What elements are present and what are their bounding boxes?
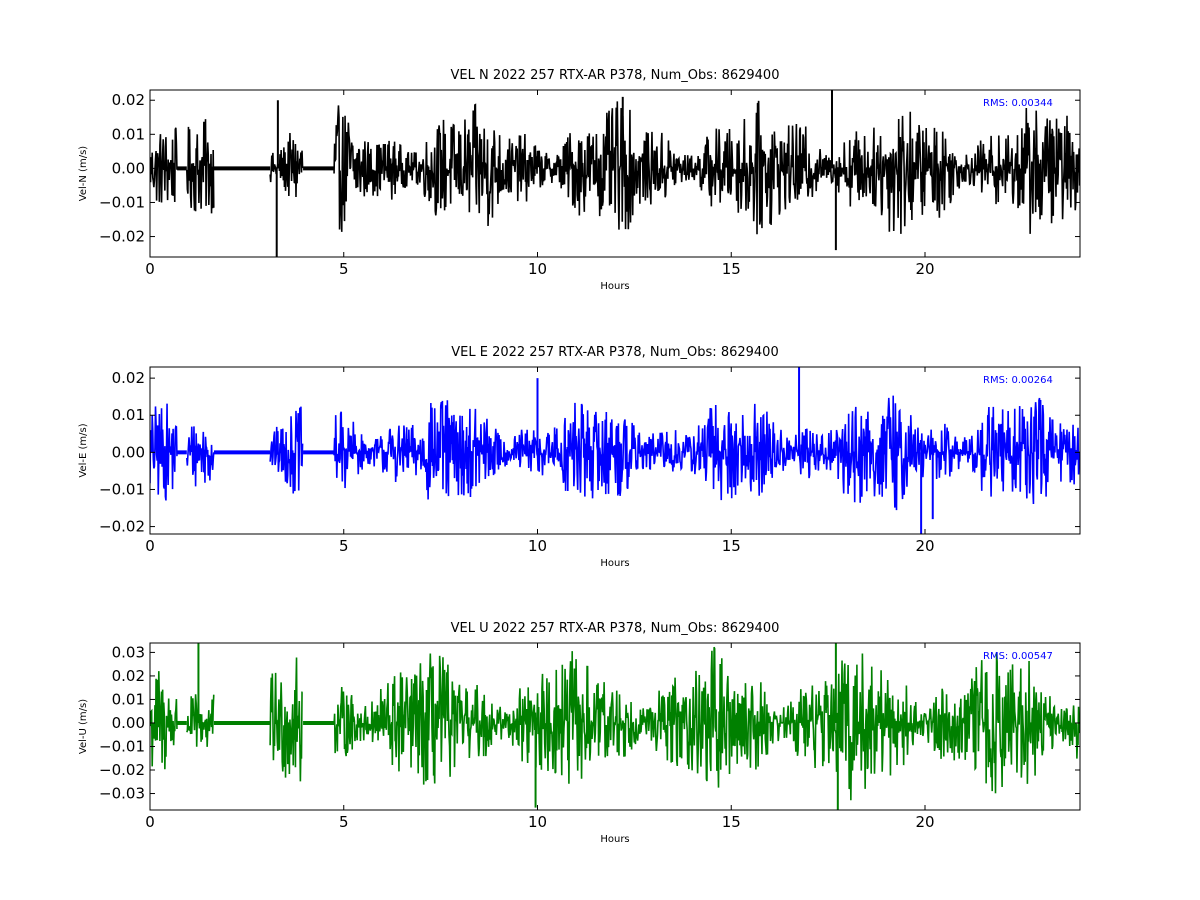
series-group <box>150 90 1080 257</box>
x-axis-label: Hours <box>600 834 629 845</box>
rms-annotation: RMS: 0.00264 <box>983 375 1053 386</box>
y-tick-label: 0.01 <box>112 406 145 424</box>
data-segment-2 <box>269 132 304 197</box>
y-tick-label: 0.00 <box>112 443 145 461</box>
x-tick-label: 20 <box>915 813 934 831</box>
data-segment-0 <box>150 127 178 203</box>
x-tick-label: 15 <box>722 813 741 831</box>
y-axis-label: Vel-U (m/s) <box>78 699 89 754</box>
x-tick-label: 5 <box>339 260 349 278</box>
chart-panel-1: 0 5 10 15 20 −0.02 −0.01 0.00 0.01 0.02 VEL E 2022… <box>78 345 1081 569</box>
y-tick-label: 0.01 <box>112 690 145 708</box>
plot-frame <box>149 366 1081 535</box>
x-axis-label: Hours <box>600 558 629 569</box>
series-group <box>150 643 1080 810</box>
plot-frame <box>149 89 1081 258</box>
y-tick-label: 0.00 <box>112 714 145 732</box>
data-segment-4 <box>769 107 1080 234</box>
x-tick-label: 20 <box>915 260 934 278</box>
y-tick-label: 0.01 <box>112 125 145 143</box>
data-segment-1 <box>186 119 215 214</box>
series-group <box>150 367 1080 534</box>
rms-annotation: RMS: 0.00344 <box>983 98 1053 109</box>
data-segment-2 <box>269 657 303 782</box>
x-tick-label: 10 <box>528 537 547 555</box>
x-tick-label: 20 <box>915 537 934 555</box>
data-segment-0 <box>150 671 178 770</box>
data-segment-1 <box>186 694 215 747</box>
y-tick-label: −0.02 <box>99 761 145 779</box>
plot-frame <box>149 642 1081 811</box>
y-tick-label: −0.01 <box>99 737 145 755</box>
x-tick-label: 15 <box>722 260 741 278</box>
y-tick-label: −0.01 <box>99 193 145 211</box>
data-segment-0 <box>150 403 178 501</box>
x-tick-label: 5 <box>339 537 349 555</box>
x-tick-label: 5 <box>339 813 349 831</box>
data-segment-2 <box>269 406 304 494</box>
y-axis-label: Vel-N (m/s) <box>78 146 89 201</box>
chart-title: VEL E 2022 257 RTX-AR P378, Num_Obs: 862… <box>451 345 778 360</box>
chart-panel-0: 0 5 10 15 20 −0.02 −0.01 0.00 0.01 0.02 VEL N 2022… <box>78 68 1081 292</box>
y-tick-label: 0.02 <box>112 91 145 109</box>
y-tick-label: −0.02 <box>99 518 145 536</box>
y-tick-label: 0.02 <box>112 369 145 387</box>
chart-title: VEL N 2022 257 RTX-AR P378, Num_Obs: 862… <box>451 68 780 83</box>
data-segment-4 <box>769 395 1080 511</box>
y-tick-label: −0.01 <box>99 480 145 498</box>
x-axis-label: Hours <box>600 281 629 292</box>
x-tick-label: 10 <box>528 260 547 278</box>
rms-annotation: RMS: 0.00547 <box>983 651 1053 662</box>
x-tick-label: 0 <box>145 537 155 555</box>
y-tick-label: −0.03 <box>99 785 145 803</box>
data-segment-4 <box>769 652 1080 801</box>
y-tick-label: 0.00 <box>112 159 145 177</box>
chart-title: VEL U 2022 257 RTX-AR P378, Num_Obs: 862… <box>451 621 780 636</box>
x-tick-label: 0 <box>145 260 155 278</box>
data-segment-3 <box>333 400 771 501</box>
x-tick-label: 10 <box>528 813 547 831</box>
chart-panel-2: 0 5 10 15 20 −0.03 −0.02 −0.01 0.00 0.01 0.02 0.03 V… <box>78 621 1081 845</box>
y-tick-label: 0.03 <box>112 643 145 661</box>
x-tick-label: 15 <box>722 537 741 555</box>
y-tick-label: 0.02 <box>112 667 145 685</box>
data-segment-3 <box>333 646 771 788</box>
data-segment-1 <box>186 426 215 487</box>
y-tick-label: −0.02 <box>99 228 145 246</box>
x-tick-label: 0 <box>145 813 155 831</box>
data-segment-3 <box>333 100 771 235</box>
y-axis-label: Vel-E (m/s) <box>78 423 89 477</box>
